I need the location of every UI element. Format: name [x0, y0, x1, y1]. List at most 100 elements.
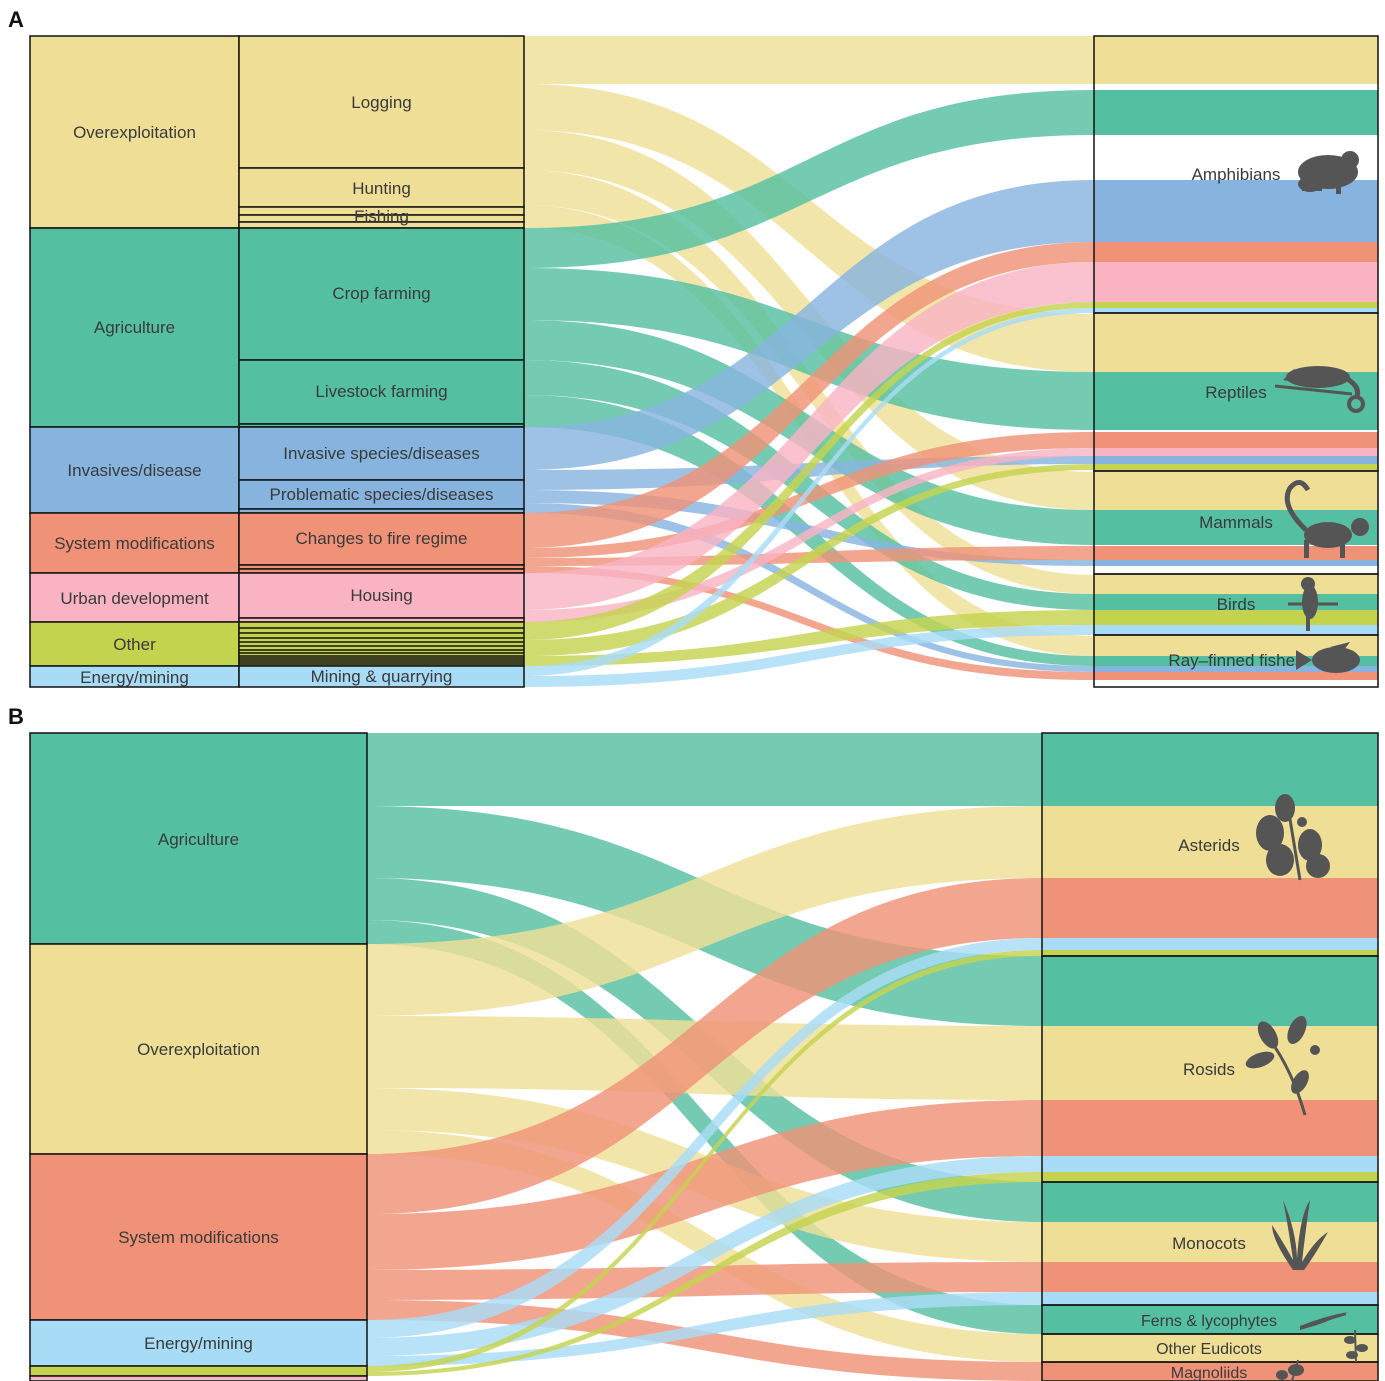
threat-label: Other	[113, 635, 156, 654]
taxon-label: Birds	[1217, 595, 1256, 614]
taxon-band	[1042, 1292, 1378, 1305]
taxon-band	[1042, 956, 1378, 1026]
flow-ribbon	[367, 733, 1042, 806]
subthreat-node-logging	[238, 35, 525, 169]
panel-a-flows	[524, 36, 1094, 687]
flow-ribbon	[367, 1292, 1042, 1366]
threat-label: Overexploitation	[73, 123, 196, 142]
parrot-icon	[1288, 577, 1338, 631]
flow-ribbon	[367, 920, 1042, 1334]
flow-ribbon	[524, 610, 1094, 666]
taxon-band	[1042, 1156, 1378, 1172]
subthreat-label: Mining & quarrying	[311, 667, 453, 686]
threat-label: Overexploitation	[137, 1040, 260, 1059]
taxon-label: Other Eudicots	[1156, 1341, 1262, 1358]
taxon-band	[1094, 262, 1378, 302]
threat-node-energy-mining	[29, 1319, 368, 1367]
panel-b-taxa-bands	[1042, 733, 1378, 1381]
threat-label: Energy/mining	[80, 668, 189, 687]
subthreat-label: Logging	[351, 93, 412, 112]
taxon-label: Asterids	[1178, 836, 1239, 855]
taxon-band	[1094, 672, 1378, 680]
rosid-plant-icon	[1245, 1015, 1320, 1116]
threat-node-overexploitation	[29, 943, 368, 1155]
taxon-band	[1094, 36, 1378, 84]
flow-ribbon	[367, 1156, 1042, 1356]
subthreat-label: Crop farming	[332, 284, 430, 303]
flow-ribbon	[524, 625, 1094, 687]
threat-node-other	[29, 621, 240, 667]
taxon-band	[1094, 472, 1378, 510]
subthreat-node-fire-regime	[238, 512, 525, 566]
eudicot-plant-icon	[1344, 1329, 1368, 1363]
taxon-label: Amphibians	[1192, 165, 1281, 184]
taxon-band	[1094, 575, 1378, 594]
flow-ribbon	[524, 242, 1094, 548]
flow-ribbon	[524, 36, 1094, 84]
flow-ribbon	[367, 938, 1042, 1338]
threat-node-agriculture	[29, 732, 368, 945]
taxon-band	[1042, 1182, 1378, 1222]
flow-ribbon	[367, 806, 1042, 1016]
taxon-band	[1042, 1334, 1378, 1362]
flow-ribbon	[524, 90, 1094, 268]
subthreat-label: Hunting	[352, 179, 411, 198]
subthreat-node-crop-farming	[238, 227, 525, 361]
threat-node-agriculture	[29, 227, 240, 428]
subthreat-node-housing	[238, 572, 525, 619]
threat-node-overexploitation	[29, 35, 240, 229]
flow-ribbon	[367, 1172, 1042, 1376]
panel-a-taxa-nodes: Amphibians Reptiles Mammals Birds Ray–fi…	[1093, 35, 1379, 688]
chameleon-icon	[1274, 366, 1365, 413]
taxon-band	[1094, 308, 1378, 313]
panel-a-threat-nodes: Overexploitation Agriculture Invasives/d…	[29, 35, 240, 688]
flow-ribbon	[524, 464, 1094, 656]
panel-b-letter: B	[8, 704, 24, 729]
magnoliid-plant-icon	[1276, 1359, 1304, 1381]
taxon-label: Mammals	[1199, 513, 1273, 532]
taxon-label: Rosids	[1183, 1060, 1235, 1079]
threat-label: Energy/mining	[144, 1334, 253, 1353]
taxon-band	[1094, 666, 1378, 672]
taxon-band	[1094, 656, 1378, 666]
lemur-icon	[1284, 480, 1369, 558]
subthreat-node-invasive-species	[238, 426, 525, 481]
subthreat-node-problematic-species	[238, 479, 525, 510]
subthreat-label: Housing	[350, 586, 412, 605]
threat-node-urban	[29, 1375, 368, 1381]
taxon-label: Ray–finned fishes	[1168, 651, 1303, 670]
taxon-node-magnoliids	[1041, 1361, 1379, 1381]
flow-ribbon	[367, 1130, 1042, 1362]
panel-b-threat-nodes: Agriculture Overexploitation System modi…	[29, 732, 368, 1381]
taxon-label: Ferns & lycophytes	[1141, 1313, 1277, 1330]
taxon-node-ray-finned-fishes	[1093, 634, 1379, 688]
threat-label: System modifications	[54, 534, 215, 553]
flow-ribbon	[367, 878, 1042, 1214]
panel-b-taxa-nodes: Asterids Rosids Monocots Ferns & lycophy…	[1041, 732, 1379, 1381]
flow-ribbon	[524, 262, 1094, 610]
taxon-band	[1094, 625, 1378, 635]
flow-ribbon	[524, 360, 1094, 610]
asterid-plant-icon	[1256, 794, 1330, 881]
subthreat-label: Problematic species/diseases	[270, 485, 494, 504]
taxon-band	[1094, 90, 1378, 135]
taxon-label: Magnoliids	[1171, 1365, 1247, 1381]
taxon-band	[1042, 1100, 1378, 1156]
fern-icon	[1299, 1312, 1348, 1330]
flow-ribbon	[524, 448, 1094, 622]
frog-icon	[1298, 151, 1359, 194]
threat-node-urban-development	[29, 572, 240, 623]
taxon-label: Monocots	[1172, 1234, 1246, 1253]
threat-label: Invasives/disease	[67, 461, 201, 480]
flow-ribbon	[524, 180, 1094, 470]
taxon-band	[1094, 636, 1378, 656]
threat-label: System modifications	[118, 1228, 279, 1247]
flow-ribbon	[524, 302, 1094, 640]
threat-node-system-modifications	[29, 512, 240, 574]
taxon-band	[1042, 938, 1378, 950]
panel-b-flows	[367, 733, 1042, 1381]
taxon-band	[1042, 1026, 1378, 1100]
subthreat-node-mining	[238, 665, 525, 688]
flow-ribbon	[524, 503, 1094, 672]
